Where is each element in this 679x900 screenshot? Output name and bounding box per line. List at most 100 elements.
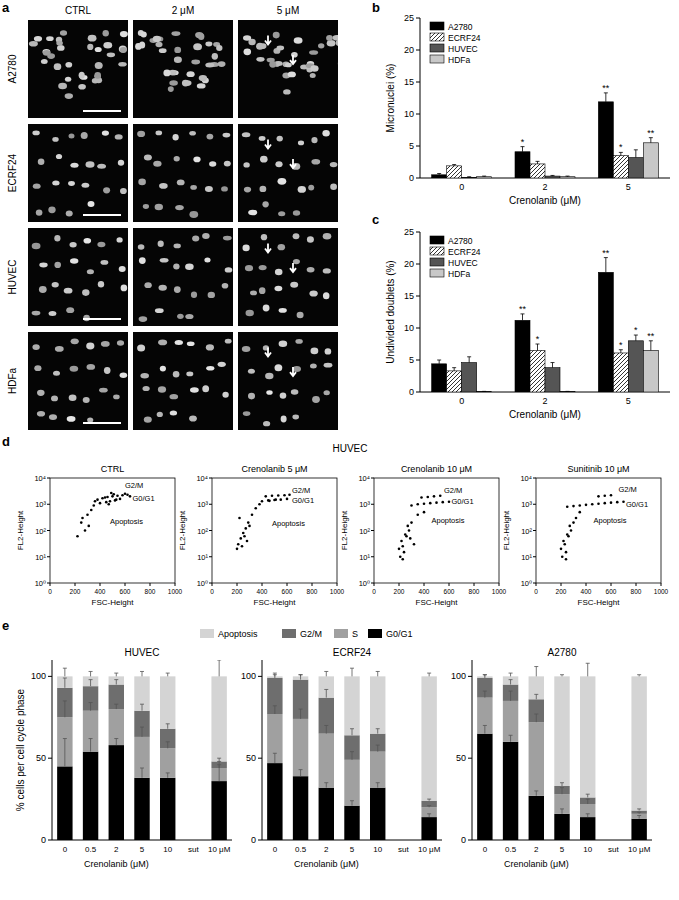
nucleus xyxy=(52,180,59,185)
plot-area xyxy=(28,332,128,430)
nucleus xyxy=(202,233,210,239)
x-tick-label: 600 xyxy=(606,588,617,595)
nucleus xyxy=(202,385,209,392)
nucleus xyxy=(186,372,193,377)
bar-segment xyxy=(57,717,72,766)
bar-segment xyxy=(344,676,359,735)
event-point xyxy=(264,495,267,498)
x-tick-label: 5 xyxy=(140,845,145,854)
legend-swatch xyxy=(368,629,382,638)
x-tick-label: 10 xyxy=(163,845,172,854)
y-tick xyxy=(416,82,420,83)
event-point xyxy=(423,511,426,514)
error-bar xyxy=(63,701,67,717)
figure: abcdeCTRL2 μM5 μMA2780ECRF24HUVECHDFa051… xyxy=(0,0,679,900)
nucleus xyxy=(103,30,109,37)
annotation: G2/M xyxy=(292,486,310,495)
nucleus xyxy=(295,339,302,344)
y-tick xyxy=(209,504,212,505)
plot-area xyxy=(28,20,128,118)
error-bar xyxy=(560,809,564,814)
nucleus xyxy=(322,130,329,136)
nucleus xyxy=(78,84,86,90)
y-tick xyxy=(533,530,536,531)
scale-bar xyxy=(83,422,121,424)
nucleus xyxy=(169,80,178,85)
nucleus xyxy=(326,35,333,41)
nucleus xyxy=(310,363,317,368)
y-tick xyxy=(416,232,420,233)
bar-segment xyxy=(421,807,436,817)
nucleus xyxy=(87,44,93,50)
panel-letter: e xyxy=(2,618,9,633)
error-bar xyxy=(467,357,471,363)
x-tick xyxy=(636,583,637,586)
x-tick-label: 800 xyxy=(469,588,480,595)
event-point xyxy=(241,545,244,548)
y-tick-label: 10⁰ xyxy=(197,579,208,588)
nucleus xyxy=(312,396,320,403)
bar-segment xyxy=(503,676,518,684)
nucleus xyxy=(37,390,45,396)
legend-label: ECRF24 xyxy=(448,33,481,43)
x-tick-label: 2 xyxy=(534,845,539,854)
nucleus xyxy=(53,371,60,376)
error-bar xyxy=(536,344,540,350)
y-tick xyxy=(48,676,52,677)
bar-segment xyxy=(421,676,436,800)
nucleus xyxy=(70,163,78,168)
nucleus xyxy=(174,56,182,63)
x-tick-label: 5 xyxy=(560,845,565,854)
nucleus xyxy=(197,83,206,88)
error-bar xyxy=(509,691,513,701)
y-tick xyxy=(533,504,536,505)
nucleus xyxy=(277,46,285,51)
nucleus xyxy=(120,188,127,194)
bar-segment xyxy=(529,676,544,699)
nucleus xyxy=(173,264,179,270)
nucleus xyxy=(69,134,75,139)
nucleus xyxy=(243,162,249,167)
nucleus xyxy=(155,308,164,313)
y-tick-label: 15 xyxy=(404,77,414,87)
x-tick-label: 200 xyxy=(394,588,405,595)
legend-label: HUVEC xyxy=(448,44,478,54)
event-point xyxy=(566,505,569,508)
error-bar xyxy=(376,671,380,676)
error-bar xyxy=(324,725,328,733)
annotation: Apoptosis xyxy=(594,516,627,525)
event-point xyxy=(435,501,438,504)
event-point xyxy=(566,533,569,536)
nucleus xyxy=(137,131,145,137)
error-bar xyxy=(437,174,441,175)
nucleus xyxy=(104,367,111,374)
bar-segment xyxy=(267,714,282,763)
error-bar xyxy=(324,783,328,788)
error-bar xyxy=(217,761,221,768)
error-bar xyxy=(299,675,303,680)
legend-label: A2780 xyxy=(448,22,473,32)
bar-segment xyxy=(293,719,308,776)
nucleus xyxy=(66,307,74,313)
event-point xyxy=(439,494,442,497)
error-bar xyxy=(166,773,170,778)
y-tick-label: 5 xyxy=(409,141,414,151)
nucleus xyxy=(97,242,105,247)
nucleus xyxy=(256,43,264,50)
nucleus xyxy=(175,340,183,345)
nucleus xyxy=(221,186,228,191)
y-tick-label: 10² xyxy=(197,527,208,536)
event-point xyxy=(261,500,264,503)
nucleus xyxy=(259,136,266,141)
event-point xyxy=(578,511,581,514)
nucleus xyxy=(263,421,270,426)
nucleus xyxy=(32,344,39,350)
event-point xyxy=(112,493,115,496)
event-point xyxy=(90,509,93,512)
column-header: 5 μM xyxy=(277,5,299,16)
legend-label: A2780 xyxy=(448,236,473,246)
nucleus xyxy=(71,338,79,344)
error-bar xyxy=(376,783,380,788)
bar-segment xyxy=(134,737,149,778)
event-point xyxy=(603,502,606,505)
